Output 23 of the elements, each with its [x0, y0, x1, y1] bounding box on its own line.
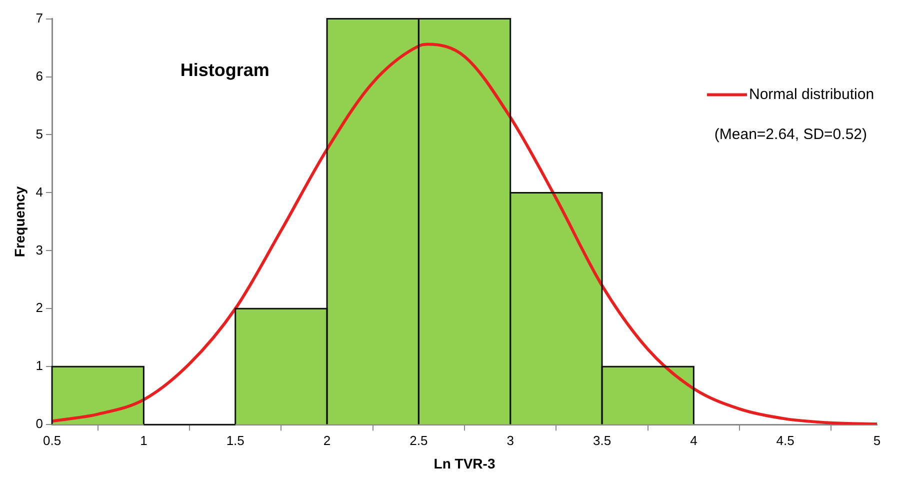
- x-axis-title: Ln TVR-3: [434, 455, 496, 472]
- y-tick-label: 5: [36, 126, 44, 142]
- legend-label: Normal distribution: [749, 86, 874, 103]
- y-tick-label: 0: [36, 416, 44, 432]
- x-tick-label: 0.5: [42, 432, 62, 448]
- x-tick-label: 1.5: [226, 432, 244, 448]
- y-tick-label: 4: [36, 184, 44, 200]
- y-tick-label: 3: [36, 242, 44, 258]
- x-tick-label: 3.5: [592, 432, 612, 448]
- text: Histogram: [180, 60, 270, 80]
- x-tick-label: 5: [873, 432, 881, 448]
- y-axis-title: Frequency: [11, 186, 28, 258]
- x-tick-label: 1: [140, 432, 148, 448]
- y-tick-label: 2: [36, 300, 44, 316]
- y-tick-label: 7: [36, 10, 44, 26]
- x-tick-label: 4: [690, 432, 698, 448]
- annotation: (Mean=2.64, SD=0.52): [714, 126, 868, 143]
- x-tick-label: 2: [323, 432, 331, 448]
- y-tick-label: 1: [36, 358, 44, 374]
- x-tick-label: 2.5: [410, 432, 428, 448]
- x-tick-label: 3: [506, 432, 514, 448]
- y-tick-label: 6: [36, 68, 44, 84]
- x-tick-label: 4.5: [776, 432, 794, 448]
